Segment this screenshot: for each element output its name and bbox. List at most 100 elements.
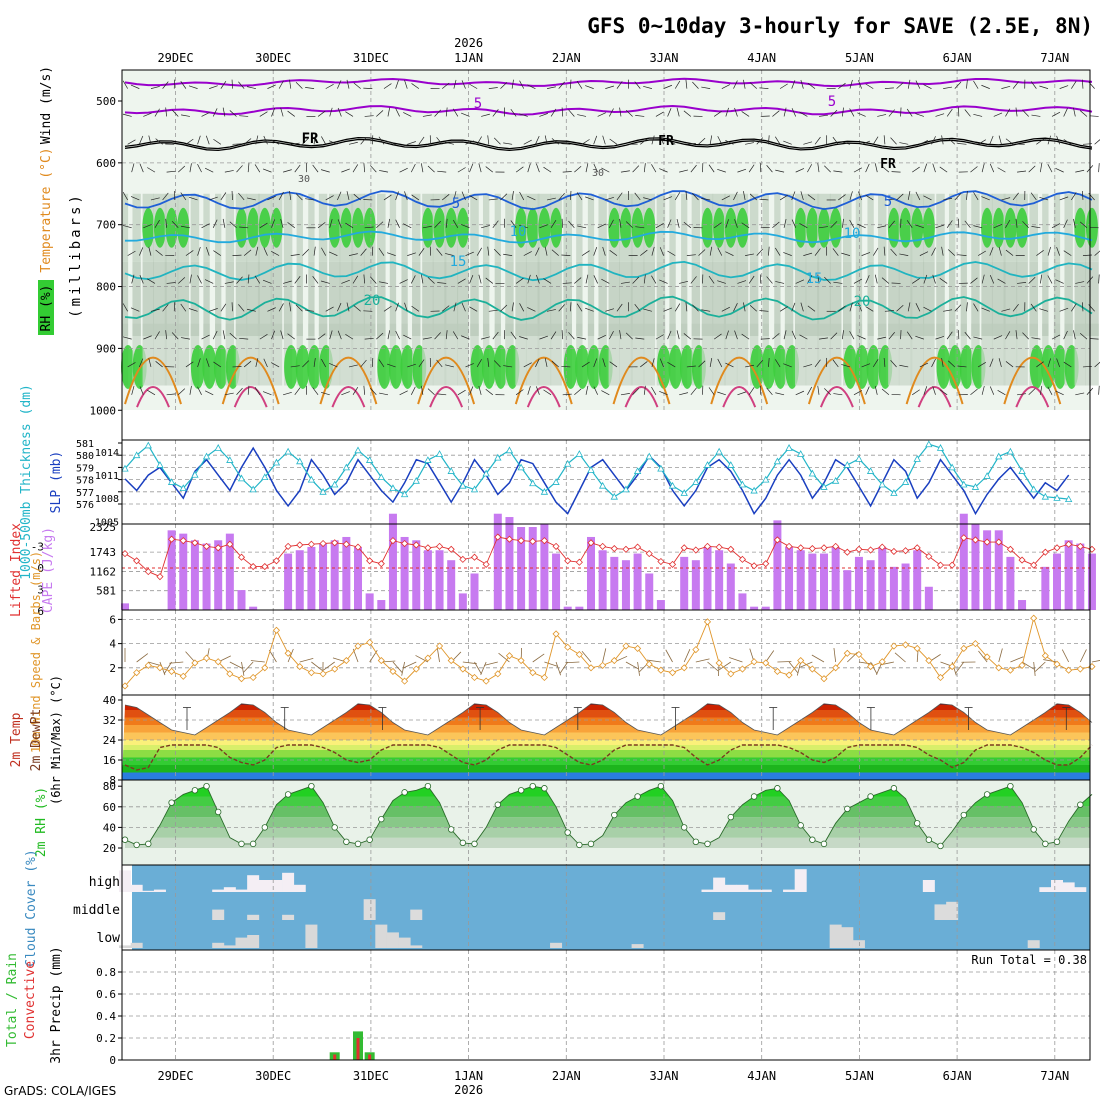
wind-barb [667, 139, 676, 145]
rh-fill-gray [630, 323, 645, 386]
rh-fill-green-low [377, 344, 392, 389]
wind-barb [923, 306, 932, 312]
wind-barb [1063, 250, 1072, 256]
rh-fill-gray [598, 193, 607, 262]
wind-barb [830, 332, 838, 340]
isotherm-magenta-arch [624, 386, 659, 408]
tick-label-cape: 581 [96, 585, 116, 598]
cloud-bar-middle [247, 914, 260, 920]
wind-barb [768, 357, 770, 367]
wind-speed-point [377, 656, 385, 665]
wind-speed-point [668, 669, 677, 677]
rh2m-point [401, 789, 408, 796]
tick-label-cape: 1743 [90, 546, 117, 559]
wind-barb [558, 304, 565, 312]
li-point [202, 542, 211, 550]
wind-speed-point [890, 642, 898, 650]
wind-barb-10m [602, 648, 607, 663]
thickness-point [121, 464, 129, 472]
rh-fill-gray [736, 261, 749, 337]
tick-label: 0.6 [96, 988, 116, 1001]
li-point [1053, 544, 1061, 552]
cape-bar [959, 513, 968, 610]
cloud-bar-high [736, 884, 749, 892]
wind-barb [197, 163, 202, 173]
wind-barb [717, 169, 726, 173]
wind-barb [651, 358, 655, 368]
wind-barb [212, 108, 218, 117]
wind-barb [551, 138, 559, 145]
wind-barb-10m [646, 659, 661, 663]
li-point [272, 557, 281, 565]
cape-bar [179, 533, 188, 610]
wind-barb [923, 386, 928, 395]
wind-barb [772, 110, 780, 117]
thickness-point [773, 457, 782, 465]
li-point [237, 553, 246, 561]
wind-speed-point [121, 682, 129, 690]
rh-fill-gray [774, 193, 781, 262]
rh-fill-green-low [493, 344, 508, 389]
wind-barb [725, 362, 734, 368]
wind-barb-10m [311, 661, 323, 671]
wind-barb [337, 107, 342, 117]
wind-barb [570, 302, 572, 312]
wind-barb [166, 393, 176, 396]
wind-barb [841, 107, 844, 117]
wind-barb [1055, 279, 1064, 284]
wind-barb [329, 107, 333, 117]
li-point [692, 546, 700, 554]
wind-barb [597, 223, 606, 229]
wind-barb [857, 112, 866, 117]
wind-barb [581, 250, 590, 256]
wind-barb [445, 218, 448, 228]
wind-barb [410, 163, 416, 173]
wind-barb [411, 83, 420, 89]
wind-barb [204, 390, 214, 396]
wind-barb [993, 112, 1003, 117]
wind-barb [457, 389, 466, 396]
wind-barb [1079, 332, 1088, 340]
tick-label-thickness: 579 [76, 463, 94, 474]
wind-barb [745, 142, 755, 145]
rh-fill-gray [470, 193, 479, 262]
rh2m-point [459, 839, 467, 847]
axis-label-rh: RH (%) [39, 285, 54, 332]
wind-barb [457, 278, 466, 284]
cloud-bar-high [922, 880, 935, 892]
wind-speed-point [249, 673, 257, 682]
li-point [459, 555, 467, 563]
wind-barb-10m [243, 661, 254, 673]
cloud-bar-low [829, 924, 842, 948]
wind-barb [585, 385, 589, 395]
wind-barb-10m [796, 661, 802, 676]
wind-barb [379, 392, 389, 396]
wind-barb [667, 330, 672, 340]
bottom-date-label: 5JAN [845, 1069, 874, 1083]
wind-barb [436, 248, 443, 256]
wind-barb [305, 87, 315, 89]
wind-barb [185, 361, 194, 368]
wind-barb [1031, 337, 1041, 340]
wind-barb [469, 83, 478, 89]
wind-barb [238, 304, 245, 312]
rh-fill-gray [898, 323, 913, 386]
wind-barb [576, 303, 583, 312]
wind-speed-point [1076, 665, 1084, 673]
wind-barb [150, 308, 160, 312]
rh-fill-green [258, 207, 271, 248]
rh-fill-gray [598, 261, 607, 337]
wind-barb [919, 140, 929, 145]
isotherm-label: 5 [474, 96, 482, 112]
wind-barb [1071, 80, 1077, 89]
wind-barb [865, 306, 874, 312]
wind-barb [725, 251, 734, 256]
rh-fill-gray [537, 261, 552, 337]
rh2m-point [145, 840, 152, 848]
wind-barb [874, 163, 878, 173]
li-point [797, 544, 805, 552]
bottom-date-label: 3JAN [650, 1069, 679, 1083]
rh-fill-gray [829, 323, 842, 386]
thickness-point [785, 444, 793, 451]
